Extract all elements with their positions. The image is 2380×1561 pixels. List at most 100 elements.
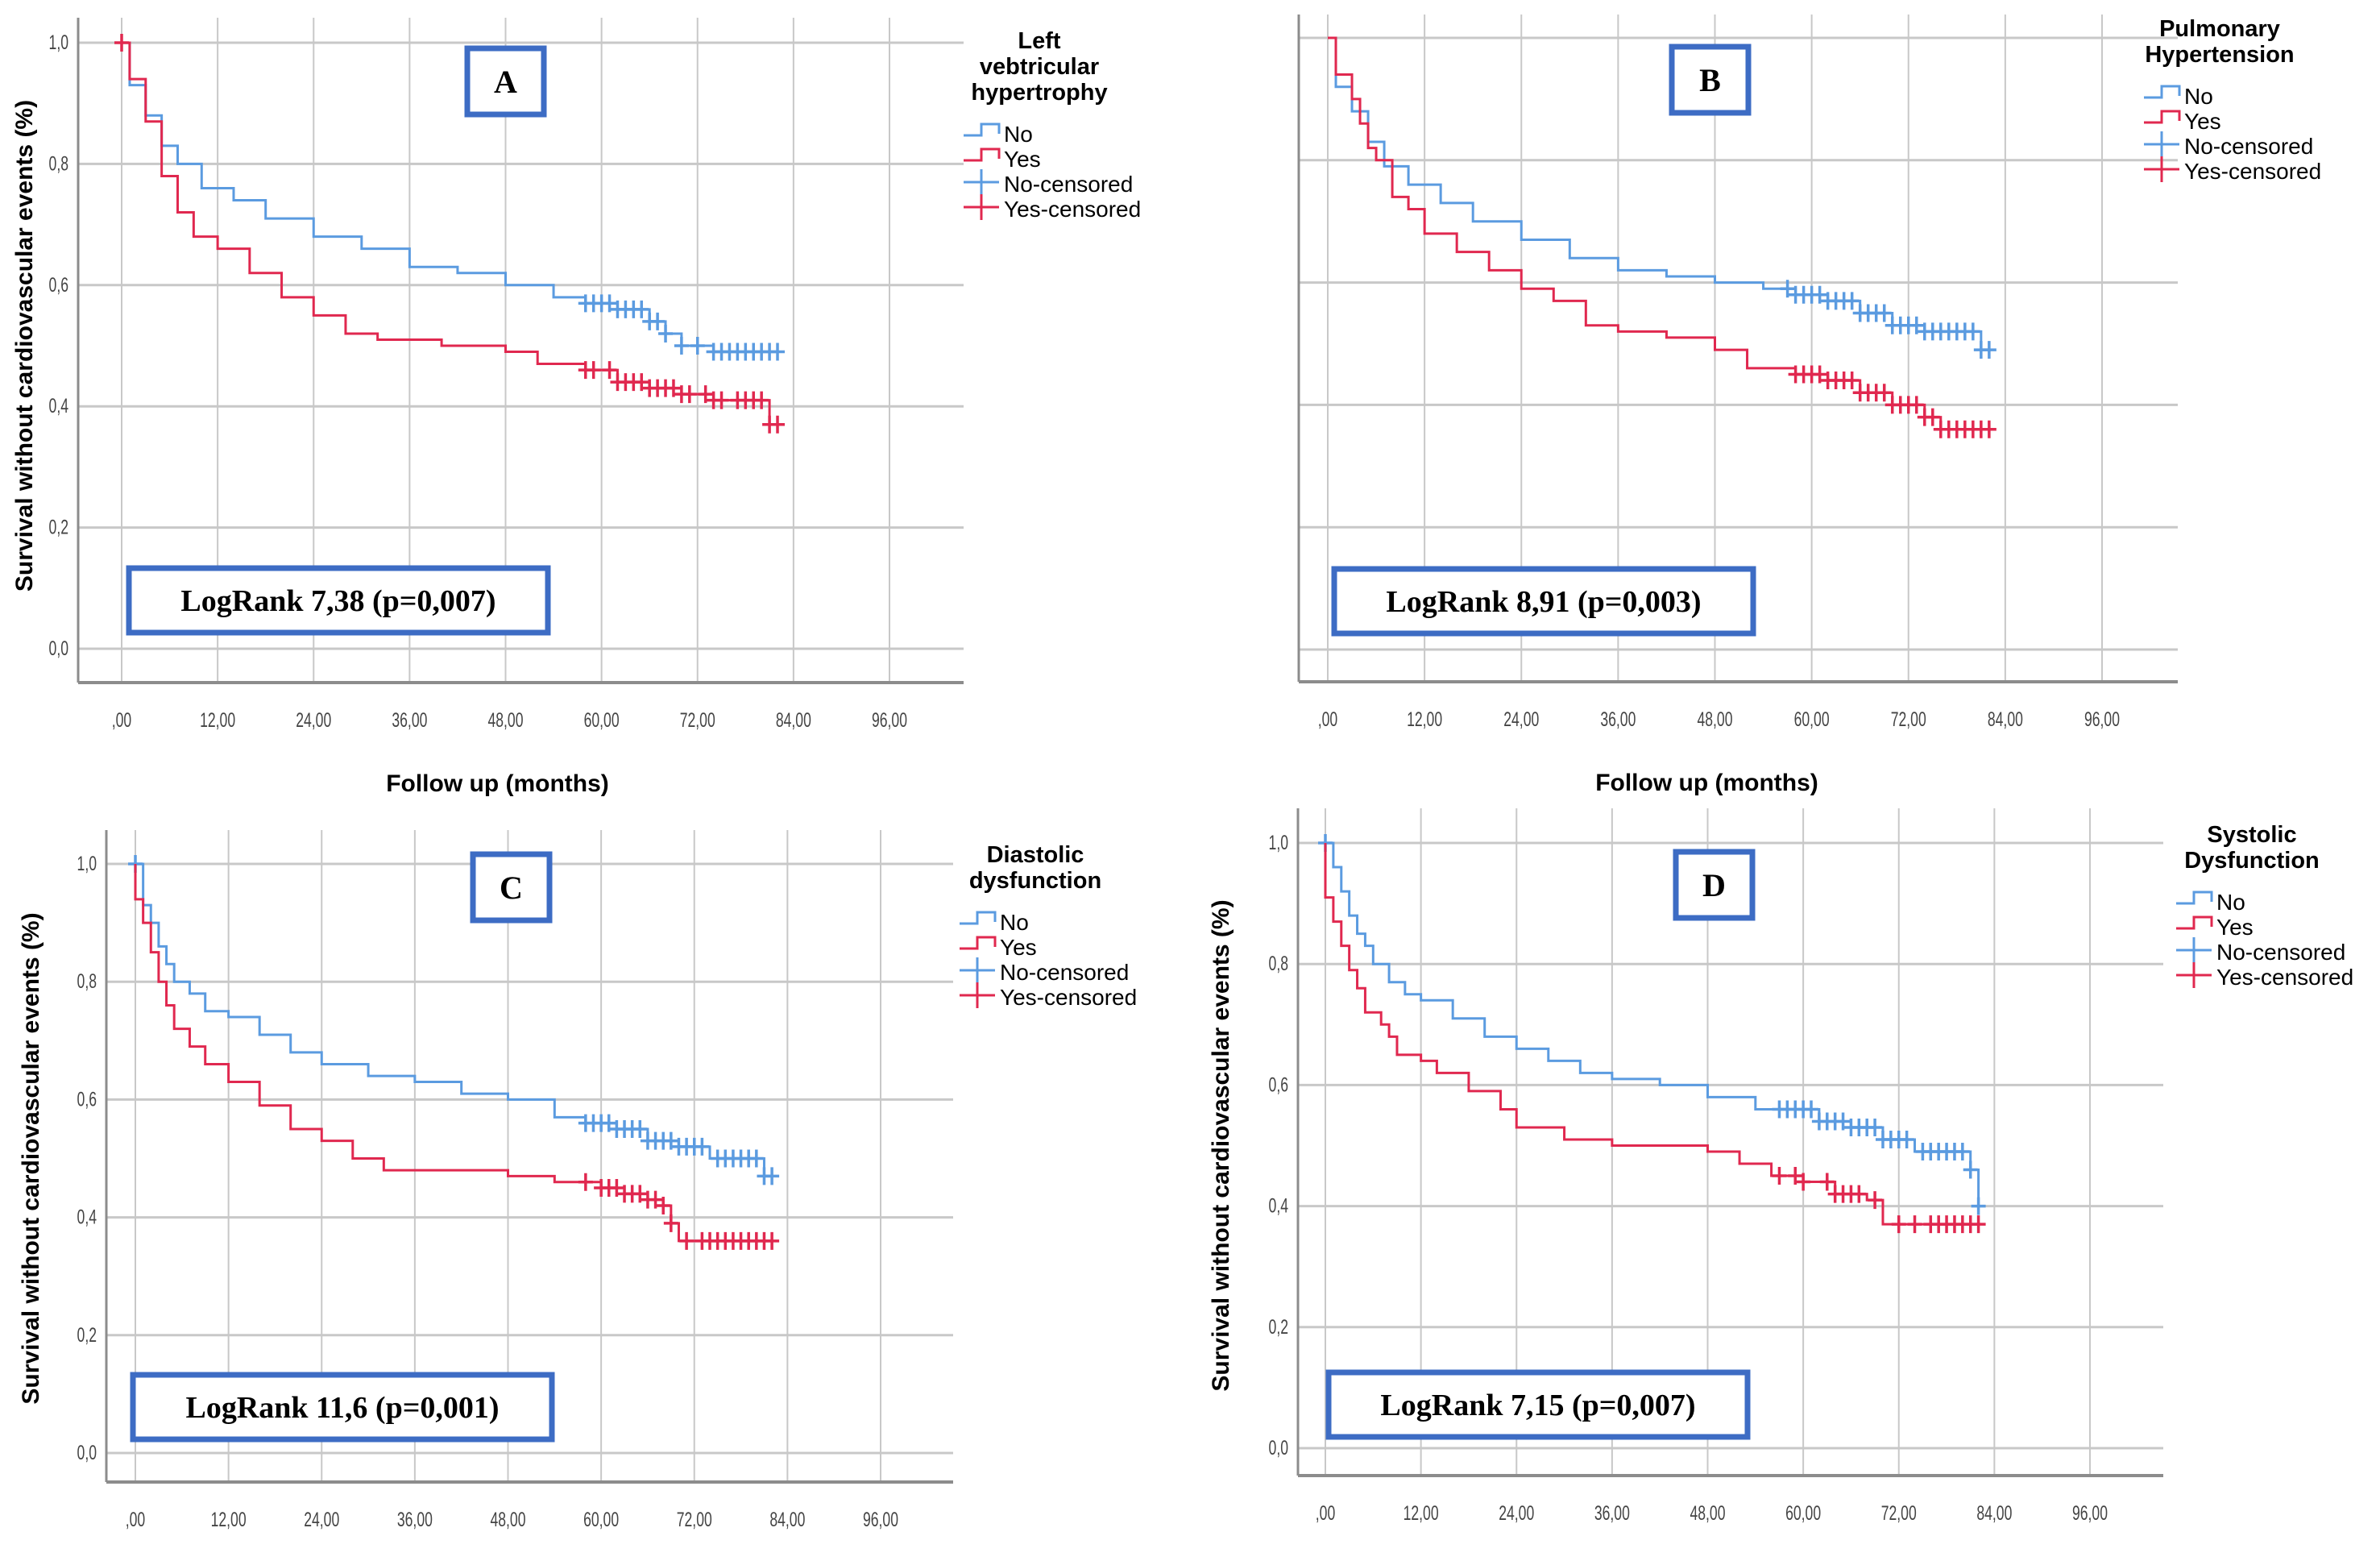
x-tick-label: 12,00 [1404,1501,1439,1525]
legend-step-icon [960,936,997,950]
censor-mark-no [1780,280,1795,298]
x-tick-label: 48,00 [487,708,523,732]
y-tick-label: 0,8 [77,969,97,993]
legend-title: Left [1018,28,1061,54]
x-tick-label: 36,00 [397,1508,433,1531]
censor-mark-yes [1772,1167,1787,1185]
legend-censor-icon [2176,962,2212,988]
km-curve-yes [134,864,773,1243]
x-tick-label: 84,00 [769,1508,805,1531]
censor-mark-yes [1891,1215,1906,1234]
panel-label-box [464,45,547,118]
x-tick-label: 60,00 [584,708,620,732]
censor-mark-yes [632,1185,648,1203]
x-tick-label: 72,00 [680,708,715,732]
y-tick-label: 0,2 [1269,1315,1288,1339]
legend-censor-icon [2176,937,2212,963]
censor-mark-yes [1868,1191,1883,1210]
x-tick-label: 96,00 [863,1508,898,1531]
x-tick-label: 36,00 [392,708,427,732]
panel-label: B [1699,62,1721,98]
censor-mark-yes [1788,1167,1803,1185]
censor-mark-no [765,1167,780,1185]
legend-title: Hypertension [2145,42,2294,68]
y-tick-label: 0,8 [1269,952,1288,975]
censor-mark-yes [1844,372,1860,390]
censor-mark-yes [1925,408,1940,426]
x-tick-label: 72,00 [677,1508,712,1531]
legend-title: Systolic [2207,822,2296,848]
censor-mark-yes [114,34,129,52]
legend-title: Dysfunction [2184,848,2320,874]
censor-mark-yes [765,1231,780,1250]
censor-mark-yes [648,1190,663,1209]
panel-label-box [1669,44,1752,116]
logrank-box [130,1372,555,1443]
panel-label: C [500,870,523,906]
x-tick-label: 84,00 [1988,708,2023,731]
censor-mark-yes [679,1231,695,1250]
x-tick-label: 24,00 [1503,708,1539,731]
km-panel-c: ,00 12,00 24,00 36,00 48,00 60,00 72,00 84,00 96… [18,830,1137,1531]
legend-item: Yes [1000,935,1037,960]
x-tick-label: 24,00 [1499,1501,1534,1525]
censor-mark-yes [656,1196,671,1214]
panel-label: A [494,64,517,100]
logrank-annotation: LogRank 8,91 (p=0,003) [1386,585,1701,619]
km-panel-a: ,00 12,00 24,00 36,00 48,00 60,00 72,00 84,00 96… [11,18,1141,797]
y-tick-label: 1,0 [77,852,97,875]
km-curve-no [1328,36,1989,351]
y-axis-title: Survival without cardiovascular events (… [1208,899,1234,1391]
km-panel-b: ,00 12,00 24,00 36,00 48,00 60,00 72,00 84,00 96… [1297,15,2321,796]
legend-item: Yes-censored [1000,985,1137,1010]
censor-mark-no [1971,1197,1986,1215]
legend-item: Yes [2184,109,2221,134]
legend-item: No [2216,890,2245,915]
censor-mark-no [1876,304,1892,322]
logrank-annotation: LogRank 7,38 (p=0,007) [180,584,495,618]
censor-mark-no [1955,1143,1970,1161]
censor-mark-yes [770,415,786,434]
legend-item: Yes-censored [2184,159,2321,184]
x-tick-label: 36,00 [1594,1501,1630,1525]
censor-mark-no [1909,316,1924,334]
x-tick-label: 60,00 [1794,708,1830,731]
y-tick-label: 0,6 [49,273,68,297]
censor-mark-yes [586,361,601,380]
y-tick-label: 0,2 [49,515,68,538]
y-tick-label: 0,4 [49,394,68,417]
censor-mark-no [663,1131,678,1150]
km-curve-yes [122,41,778,426]
x-tick-label: 84,00 [776,708,811,732]
censor-mark-no [658,324,674,343]
y-axis-title: Survival without cardiovascular events (… [11,100,38,592]
x-tick-label: ,00 [112,708,131,732]
y-tick-label: 0,6 [1269,1073,1288,1096]
legend-step-icon [964,122,1001,137]
legend-censor-icon [964,169,999,195]
legend-item: No-censored [2216,940,2345,965]
legend-step-icon [964,147,1001,162]
x-tick-label: 72,00 [1881,1501,1917,1525]
legend-item: No [1004,122,1033,147]
legend-item: No-censored [1000,960,1129,985]
legend-item: Yes-censored [2216,965,2353,990]
legend-item: No [1000,910,1029,935]
legend-title: hypertrophy [971,80,1107,106]
censor-mark-no [1899,1130,1914,1148]
censor-mark-yes [1851,1185,1867,1203]
censor-mark-no [1844,292,1860,310]
censor-mark-yes [578,1173,593,1191]
y-tick-label: 0,2 [77,1323,97,1347]
x-tick-label: 48,00 [490,1508,525,1531]
censor-mark-yes [1819,1173,1835,1191]
legend-step-icon [2176,891,2213,905]
censor-mark-no [1965,322,1980,341]
x-tick-label: 12,00 [1407,708,1442,731]
legend-item: Yes [1004,147,1041,172]
y-tick-label: 0,6 [77,1087,97,1111]
